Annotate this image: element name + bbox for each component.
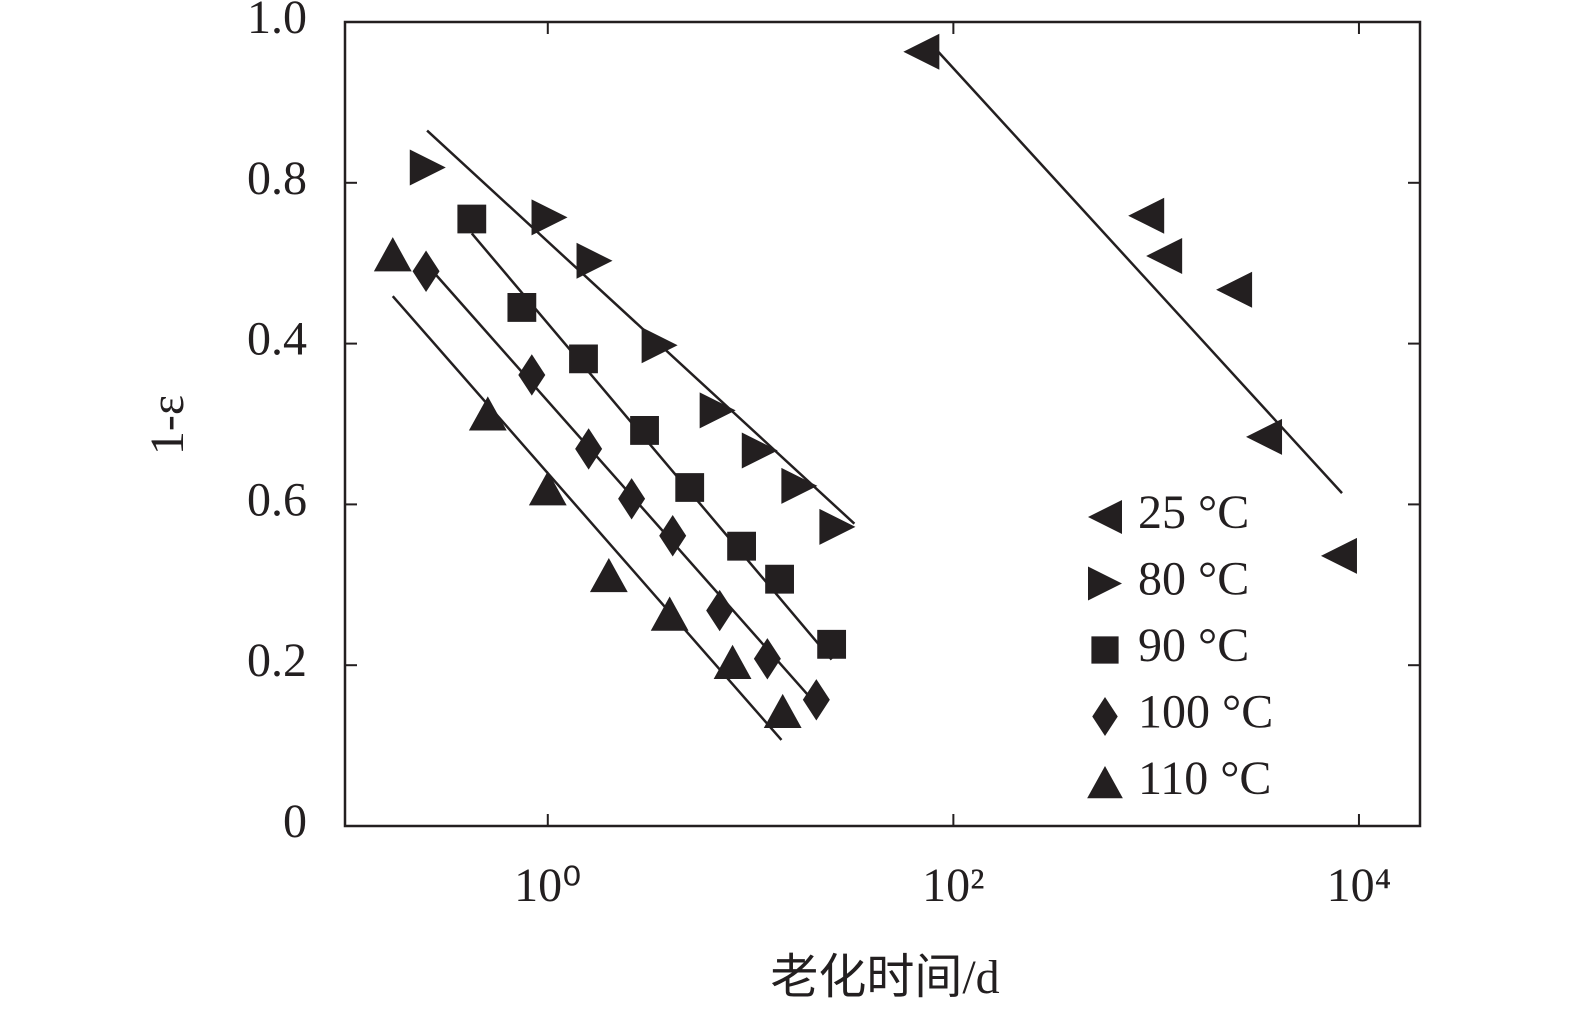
data-point xyxy=(576,242,613,279)
plot-frame xyxy=(343,20,1422,828)
data-point xyxy=(630,416,659,445)
data-point xyxy=(650,596,689,631)
legend-marker xyxy=(1087,766,1123,799)
data-point xyxy=(819,508,856,545)
y-tick-label: 0.6 xyxy=(247,473,307,526)
legend-label: 110 °C xyxy=(1138,752,1271,805)
data-point xyxy=(903,33,940,70)
y-axis-label: 1-ε xyxy=(141,395,194,455)
fit-line xyxy=(391,295,783,741)
data-point xyxy=(1216,271,1253,308)
legend-label: 25 °C xyxy=(1138,486,1249,539)
x-tick-label: 10⁴ xyxy=(1327,859,1392,912)
data-point xyxy=(699,392,736,429)
data-point xyxy=(569,344,598,374)
data-point xyxy=(528,471,567,506)
fit-line xyxy=(928,41,1343,494)
data-point xyxy=(741,432,778,469)
data-point xyxy=(641,327,678,364)
legend-marker xyxy=(1088,566,1122,601)
data-point xyxy=(575,428,603,470)
data-point xyxy=(618,478,646,520)
x-tick-label: 10² xyxy=(922,859,984,912)
data-point xyxy=(457,204,487,234)
data-point xyxy=(507,293,537,322)
legend-label: 100 °C xyxy=(1138,686,1273,739)
data-point xyxy=(706,589,734,632)
legend-marker xyxy=(1092,696,1118,737)
legend-label: 80 °C xyxy=(1138,553,1249,606)
data-point xyxy=(1246,418,1283,455)
fit-line xyxy=(426,129,856,525)
y-tick-label: 0.2 xyxy=(247,634,307,687)
legend-label: 90 °C xyxy=(1138,619,1249,672)
data-point xyxy=(781,467,818,504)
legend-marker xyxy=(1088,500,1122,534)
data-point xyxy=(531,199,568,236)
y-tick-label: 0 xyxy=(283,795,307,848)
data-point xyxy=(1128,197,1165,234)
x-tick-label: 10⁰ xyxy=(514,859,581,912)
data-point xyxy=(1320,537,1357,574)
data-point xyxy=(589,557,628,593)
x-axis-label: 老化时间/d xyxy=(770,951,999,1004)
fit-line xyxy=(426,264,819,707)
data-point xyxy=(765,564,794,594)
data-point xyxy=(753,638,781,680)
data-point xyxy=(802,679,830,721)
data-point xyxy=(1146,237,1183,274)
data-point xyxy=(675,473,705,502)
data-point xyxy=(659,515,687,557)
data-point xyxy=(412,250,440,292)
data-point xyxy=(763,693,802,729)
data-point xyxy=(727,531,756,561)
data-point xyxy=(468,396,507,431)
y-tick-label: 0.8 xyxy=(247,152,307,205)
y-tick-label: 1.0 xyxy=(247,0,307,44)
data-point xyxy=(373,237,412,272)
data-point xyxy=(409,149,446,186)
legend-marker xyxy=(1091,636,1119,664)
y-tick-label: 0.4 xyxy=(247,313,307,366)
data-point xyxy=(713,644,752,679)
data-point xyxy=(518,354,546,396)
data-point xyxy=(817,629,847,659)
